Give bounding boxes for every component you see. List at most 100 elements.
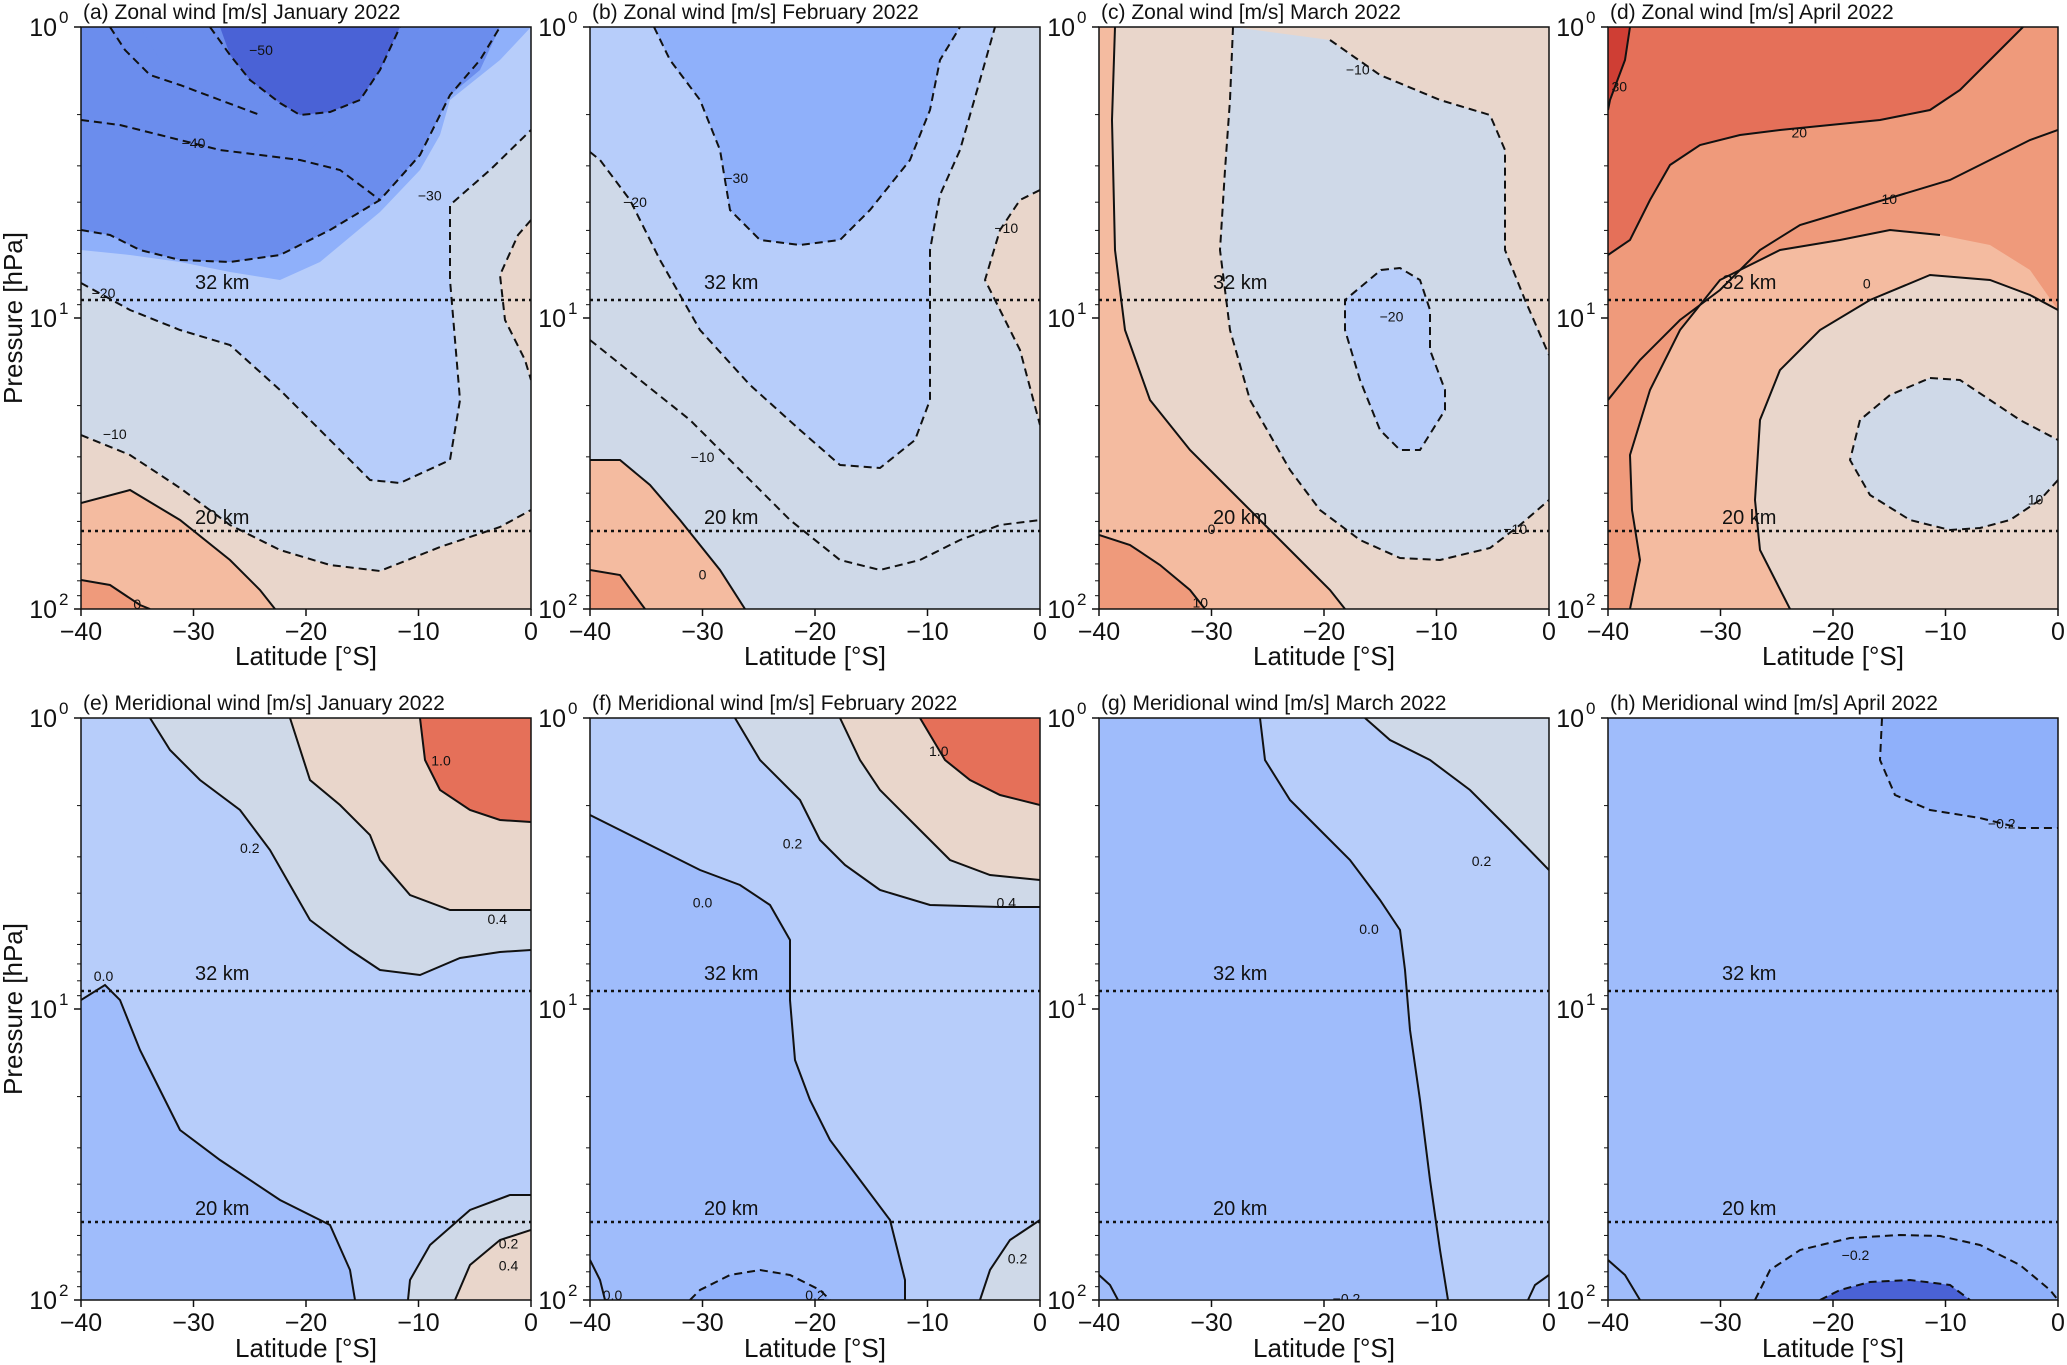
x-tick-label: −20 xyxy=(1812,1309,1854,1337)
fill-band xyxy=(420,718,531,822)
x-tick-label: −10 xyxy=(1415,1309,1457,1337)
y-tick-label: 10 xyxy=(1556,996,1584,1024)
panel-f-title: (f) Meridional wind [m/s] February 2022 xyxy=(592,692,957,715)
x-axis: −40 −30 −20 −10 0 xyxy=(569,1300,1047,1337)
altitude-label-32km: 32 km xyxy=(1722,272,1776,294)
x-axis-label: Latitude [°S] xyxy=(1762,1333,1904,1363)
x-tick-label: −40 xyxy=(569,618,611,646)
contour-lines xyxy=(81,718,531,1300)
fill-band xyxy=(920,718,1040,805)
altitude-label-20km: 20 km xyxy=(1722,1198,1776,1220)
fill-band xyxy=(1365,718,1549,870)
contour-labels: −0.2 −0.2 xyxy=(1842,815,2016,1263)
y-tick-label: 10 xyxy=(1556,705,1584,733)
contour-label: −30 xyxy=(724,170,748,186)
fill-band xyxy=(81,27,340,160)
panel-a-title: (a) Zonal wind [m/s] January 2022 xyxy=(83,1,400,24)
contour-label: 0.0 xyxy=(603,1287,623,1303)
contour-line xyxy=(839,718,1040,881)
contour-line xyxy=(653,27,961,247)
y-tick-exponent: 0 xyxy=(59,8,68,27)
contour-line xyxy=(1218,27,1549,562)
x-tick-label: −40 xyxy=(569,1309,611,1337)
y-tick-label: 10 xyxy=(538,305,566,333)
fill-band xyxy=(980,1220,1040,1300)
reference-lines: 32 km 20 km xyxy=(1608,272,2058,533)
y-tick-label: 10 xyxy=(538,705,566,733)
contour-line xyxy=(590,1259,606,1300)
y-tick-exponent: 0 xyxy=(59,699,68,718)
y-tick-label: 10 xyxy=(538,996,566,1024)
x-tick-label: −10 xyxy=(1924,1309,1966,1337)
fill-band xyxy=(590,460,745,609)
contour-line xyxy=(419,718,531,823)
contour-line xyxy=(81,983,356,1300)
contour-lines xyxy=(1099,27,1549,609)
x-tick-label: −40 xyxy=(60,1309,102,1337)
contour-label: 0.2 xyxy=(1472,853,1492,869)
altitude-label-20km: 20 km xyxy=(1213,1198,1267,1220)
contour-label: −0.2 xyxy=(1842,1247,1870,1263)
y-tick-exponent: 0 xyxy=(1586,699,1595,718)
y-tick-exponent: 0 xyxy=(1586,8,1595,27)
contour-label: −20 xyxy=(1380,309,1404,325)
x-tick-label: −20 xyxy=(285,1309,327,1337)
reference-lines: 32 km 20 km xyxy=(1099,963,1549,1224)
contour-label: −30 xyxy=(418,188,442,204)
y-tick-label: 10 xyxy=(1556,596,1584,624)
altitude-label-20km: 20 km xyxy=(704,507,758,529)
contour-label: 0 xyxy=(1208,521,1216,537)
y-tick-exponent: 2 xyxy=(568,1281,577,1300)
contour-line xyxy=(1753,273,2058,609)
panel-c-title: (c) Zonal wind [m/s] March 2022 xyxy=(1101,1,1401,24)
contour-line xyxy=(983,189,1040,426)
x-tick-label: −10 xyxy=(397,1309,439,1337)
reference-lines: 32 km 20 km xyxy=(1099,272,1549,533)
contour-label: −0.2 xyxy=(1988,815,2016,831)
contour-line xyxy=(590,339,1040,572)
fill-band xyxy=(590,815,905,1300)
contour-lines xyxy=(1099,718,1549,1300)
x-axis-label: Latitude [°S] xyxy=(744,641,886,671)
panel-e-title: (e) Meridional wind [m/s] January 2022 xyxy=(83,692,445,715)
reference-lines: 32 km 20 km xyxy=(590,963,1040,1224)
contour-line xyxy=(1527,1274,1549,1300)
contour-label: 0.2 xyxy=(240,840,260,856)
contour-lines xyxy=(81,27,531,609)
x-axis-label: Latitude [°S] xyxy=(1762,641,1904,671)
x-axis: −40 −30 −20 −10 0 xyxy=(1078,609,1556,646)
contour-line xyxy=(590,27,996,470)
x-axis: −40 −30 −20 −10 0 xyxy=(1078,1300,1556,1337)
contour-label: 0.0 xyxy=(1359,921,1379,937)
reference-lines: 32 km 20 km xyxy=(81,963,531,1224)
contour-line xyxy=(1819,1278,1971,1300)
y-tick-label: 10 xyxy=(29,596,57,624)
x-tick-label: −30 xyxy=(1190,618,1232,646)
panel-b-title: (b) Zonal wind [m/s] February 2022 xyxy=(592,1,919,24)
contour-label: 1.0 xyxy=(431,753,451,769)
y-tick-exponent: 2 xyxy=(568,590,577,609)
contour-label: 0.4 xyxy=(997,894,1017,910)
x-tick-label: 0 xyxy=(524,1309,538,1337)
contour-labels: 30 20 10 0 10 xyxy=(1611,78,2043,507)
contour-label: −50 xyxy=(249,42,273,58)
y-tick-exponent: 2 xyxy=(59,590,68,609)
y-tick-label: 10 xyxy=(29,1287,57,1315)
contour-line xyxy=(1608,27,2024,256)
contour-line xyxy=(149,718,531,977)
y-tick-label: 10 xyxy=(29,305,57,333)
y-tick-exponent: 0 xyxy=(1077,8,1086,27)
x-axis-label: Latitude [°S] xyxy=(1253,641,1395,671)
contour-line xyxy=(919,718,1040,806)
x-tick-label: −30 xyxy=(172,618,214,646)
y-tick-exponent: 2 xyxy=(1586,590,1595,609)
fill-band xyxy=(985,190,1040,425)
panel-f: (f) Meridional wind [m/s] February 2022 … xyxy=(538,692,1047,1363)
x-tick-label: −30 xyxy=(1699,1309,1741,1337)
fill-band xyxy=(590,27,1040,468)
contour-label: 0 xyxy=(1863,275,1871,291)
panel-a: (a) Zonal wind [m/s] January 2022 xyxy=(0,1,538,671)
y-tick-label: 10 xyxy=(1047,996,1075,1024)
y-tick-label: 10 xyxy=(1556,305,1584,333)
